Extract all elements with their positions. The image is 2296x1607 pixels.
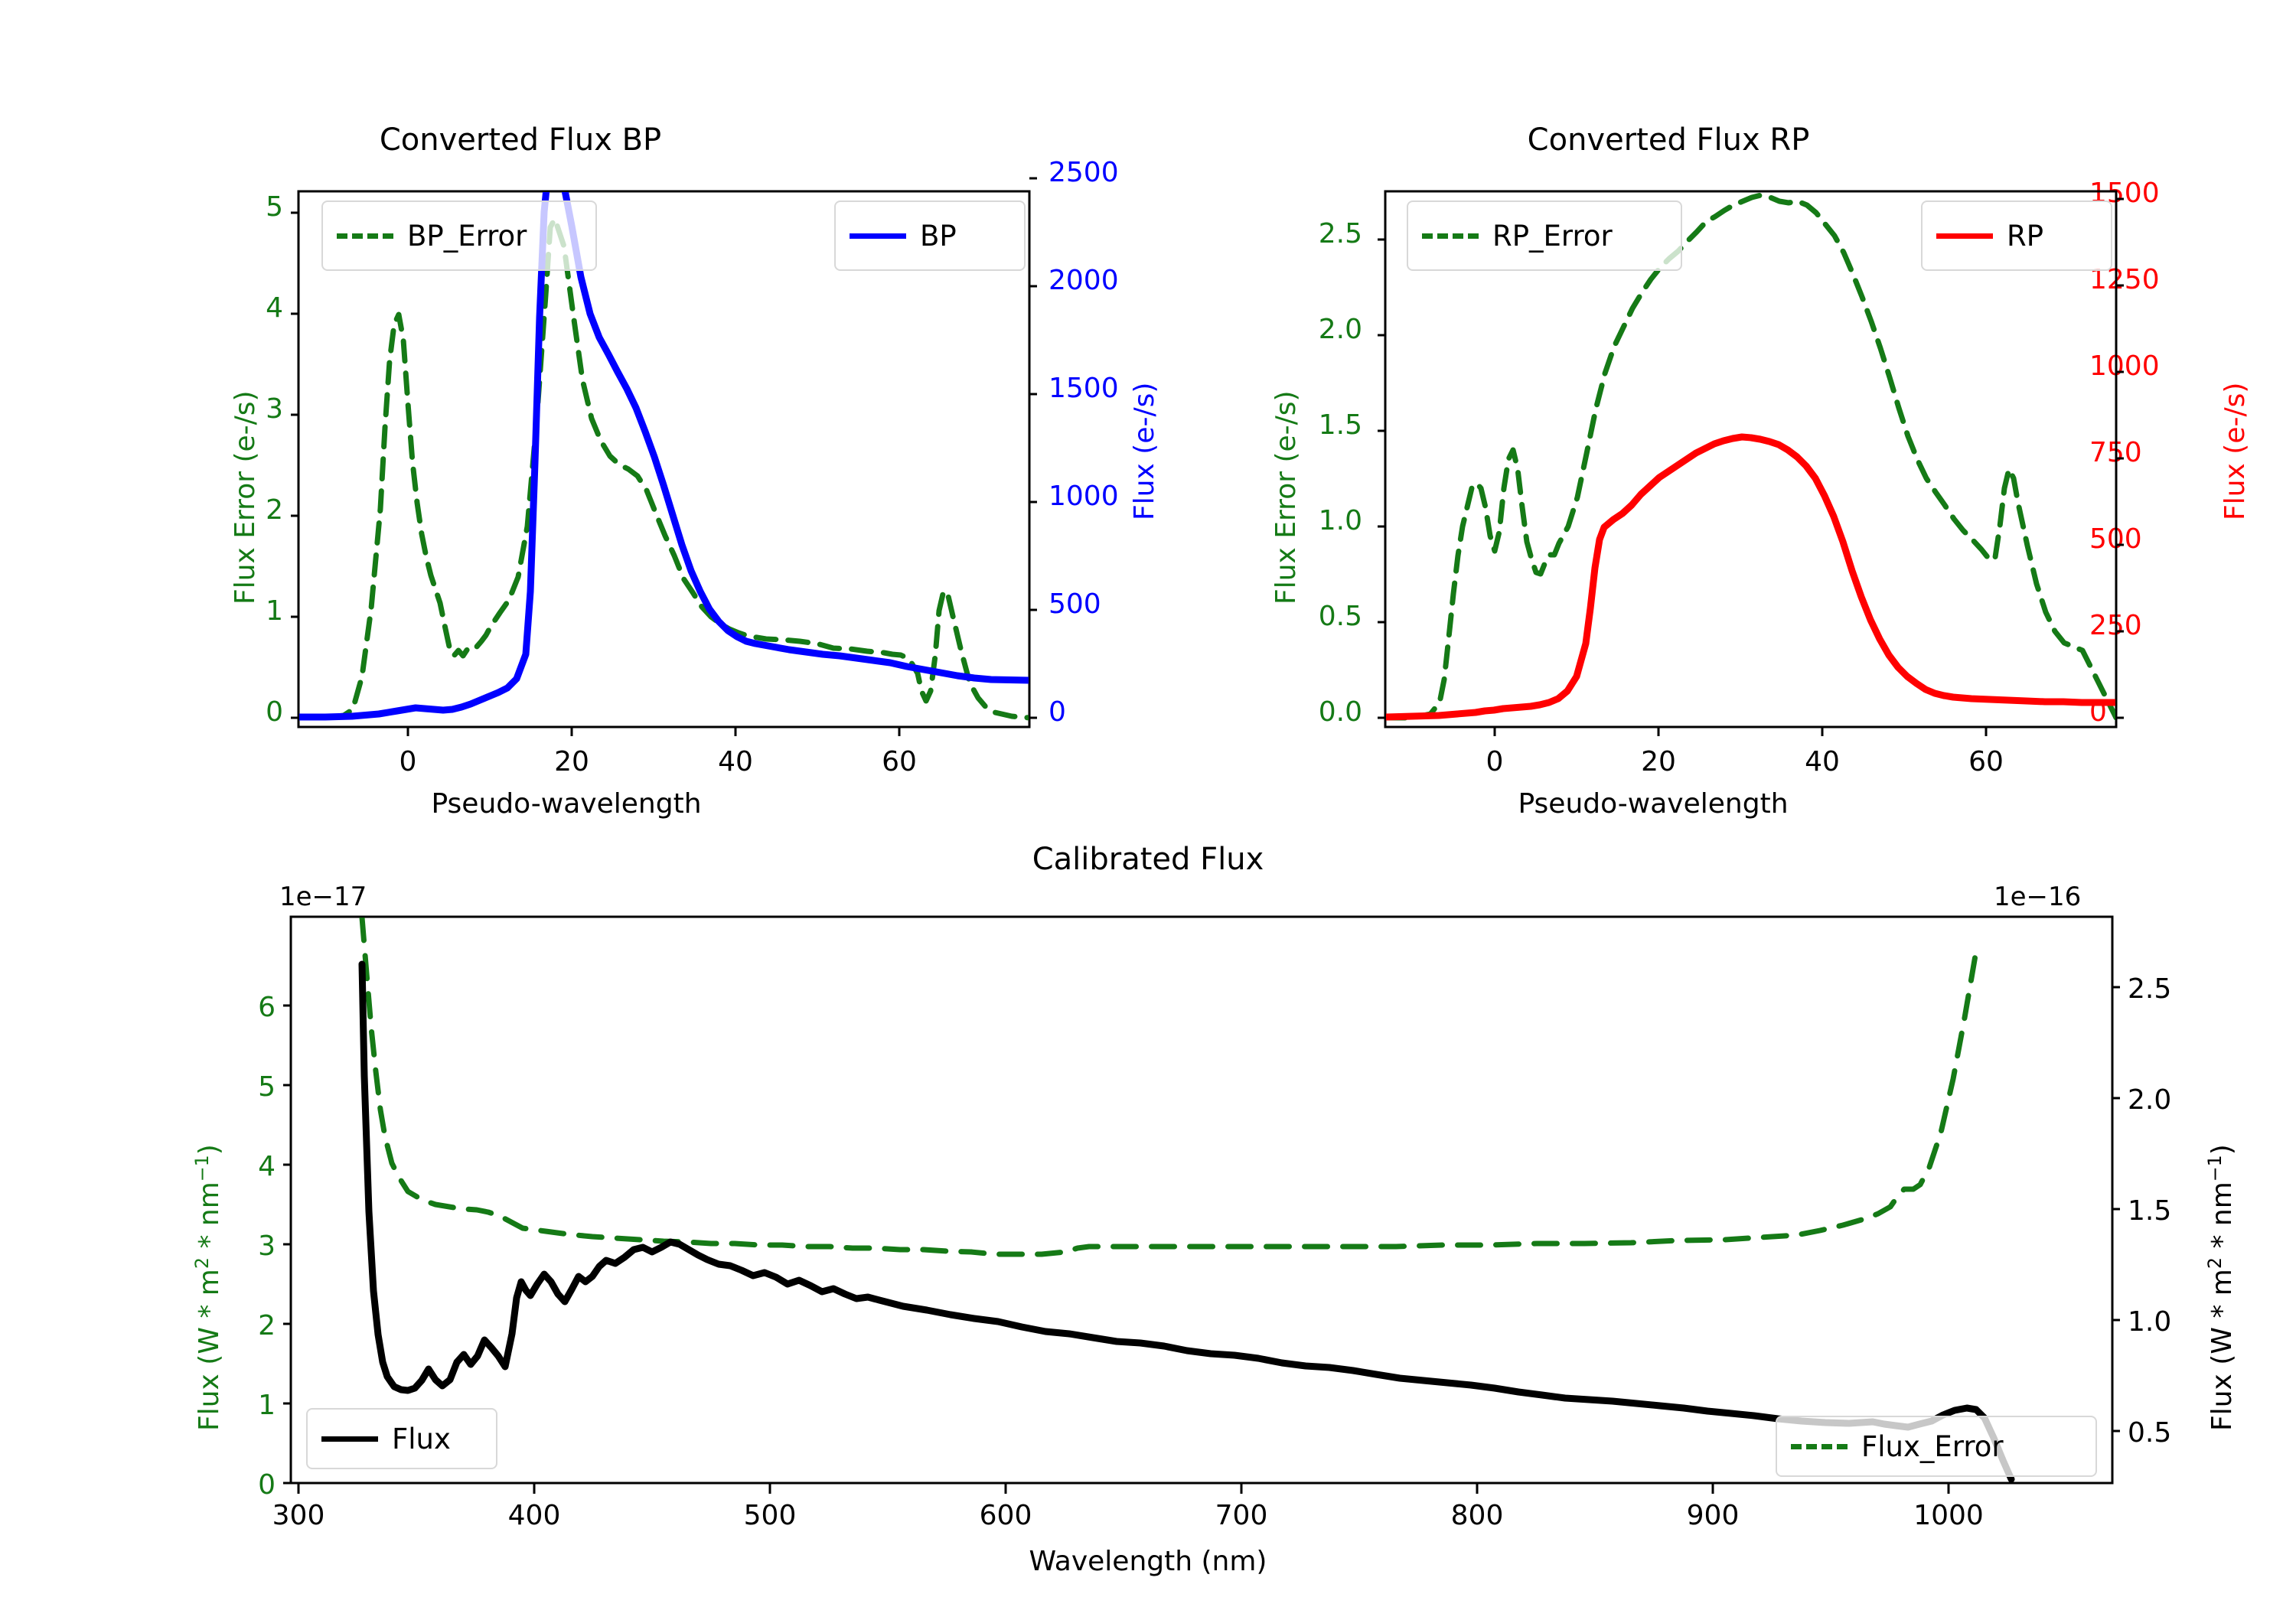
calibrated-flux-legend-swatch (321, 1436, 378, 1442)
bp-error-legend-swatch (337, 233, 393, 239)
rp-ytick-left-0: 0.0 (1318, 696, 1362, 728)
bp-ytick-left-5: 5 (266, 191, 283, 223)
calibrated-panel-title: Calibrated Flux (1032, 842, 1264, 877)
calibrated-ytick-right-4: 2.5 (2128, 973, 2172, 1005)
calibrated-ytick-right-0: 0.5 (2128, 1417, 2172, 1449)
rp-error-legend-label: RP_Error (1492, 219, 1613, 253)
bp-ytick-right-1: 500 (1049, 588, 1101, 620)
rp-error-legend[interactable]: RP_Error (1407, 200, 1682, 271)
rp-legend-label: RP (2007, 219, 2044, 253)
calibrated-ytick-left-4: 4 (258, 1151, 276, 1182)
bp-ytick-right-2: 1000 (1049, 481, 1119, 512)
calibrated-xtick-4: 700 (1215, 1500, 1268, 1531)
rp-error-curve (1386, 192, 2115, 721)
rp-ytick-left-5: 2.5 (1318, 218, 1362, 249)
bp-panel-title: Converted Flux BP (379, 122, 662, 158)
bp-plot-area (291, 177, 1037, 736)
rp-ytick-right-4: 1000 (2089, 350, 2160, 382)
bp-ytick-right-3: 1500 (1049, 373, 1119, 404)
bp-ytick-left-0: 0 (266, 696, 283, 728)
rp-xtick-1: 20 (1641, 746, 1676, 777)
bp-xtick-3: 60 (882, 746, 917, 777)
bp-ytick-left-4: 4 (266, 292, 283, 324)
bp-xtick-0: 0 (399, 746, 417, 777)
calibrated-xtick-2: 500 (743, 1500, 797, 1531)
calibrated-ytick-left-2: 2 (258, 1310, 276, 1341)
rp-ytick-left-3: 1.5 (1318, 409, 1362, 441)
calibrated-flux-error-curve (359, 918, 1979, 1257)
bp-flux-curve (299, 192, 1029, 721)
bp-xtick-2: 40 (718, 746, 753, 777)
rp-ytick-left-4: 2.0 (1318, 314, 1362, 345)
calibrated-xtick-3: 600 (979, 1500, 1032, 1531)
bp-legend-swatch (850, 233, 906, 239)
rp-xtick-2: 40 (1805, 746, 1840, 777)
calibrated-xtick-0: 300 (272, 1500, 325, 1531)
calibrated-left-exponent: 1e−17 (279, 882, 367, 912)
bp-error-legend-label: BP_Error (407, 219, 527, 253)
rp-error-legend-swatch (1422, 233, 1479, 239)
bp-ytick-left-1: 1 (266, 595, 283, 627)
calibrated-ytick-left-0: 0 (258, 1469, 276, 1501)
panel-converted-flux-bp: Converted Flux BP Flux Error (e-/s) Flux… (0, 0, 1160, 826)
bp-x-axis-label: Pseudo-wavelength (431, 788, 702, 820)
rp-x-axis-label: Pseudo-wavelength (1518, 788, 1789, 820)
bp-ytick-right-5: 2500 (1049, 157, 1119, 188)
rp-legend-swatch (1936, 233, 1993, 239)
calibrated-flux-legend-label: Flux (392, 1422, 451, 1455)
calibrated-ytick-left-1: 1 (258, 1390, 276, 1421)
calibrated-ytick-left-5: 5 (258, 1071, 276, 1103)
calibrated-flux-error-legend-label: Flux_Error (1861, 1429, 2004, 1463)
calibrated-ytick-right-1: 1.0 (2128, 1306, 2172, 1338)
bp-legend[interactable]: BP (834, 200, 1026, 271)
rp-ytick-left-1: 0.5 (1318, 601, 1362, 632)
rp-panel-title: Converted Flux RP (1527, 122, 1810, 158)
bp-error-curve (299, 216, 1029, 721)
calibrated-flux-error-legend[interactable]: Flux_Error (1776, 1416, 2097, 1477)
bp-ytick-right-0: 0 (1049, 696, 1066, 728)
calibrated-x-axis-label: Wavelength (nm) (1029, 1546, 1267, 1577)
calibrated-xtick-1: 400 (507, 1500, 561, 1531)
bp-ytick-right-4: 2000 (1049, 265, 1119, 296)
rp-ytick-left-2: 1.0 (1318, 505, 1362, 536)
calibrated-xtick-6: 900 (1686, 1500, 1740, 1531)
panel-converted-flux-rp: Converted Flux RP Flux Error (e-/s) Flux… (1148, 0, 2296, 826)
panel-calibrated-flux: Calibrated Flux 1e−17 1e−16 Flux (W * m2… (0, 826, 2296, 1607)
calibrated-flux-error-legend-swatch (1791, 1443, 1848, 1449)
calibrated-plot-area (283, 915, 2120, 1494)
calibrated-right-exponent: 1e−16 (1994, 882, 2082, 912)
bp-legend-label: BP (920, 219, 957, 253)
calibrated-flux-curve (358, 960, 2015, 1482)
calibrated-ytick-left-3: 3 (258, 1231, 276, 1262)
rp-flux-curve (1386, 433, 2115, 721)
calibrated-flux-legend[interactable]: Flux (306, 1408, 497, 1469)
bp-ytick-left-2: 2 (266, 494, 283, 526)
bp-error-legend[interactable]: BP_Error (321, 200, 597, 271)
bp-xtick-1: 20 (554, 746, 589, 777)
calibrated-ytick-right-3: 2.0 (2128, 1084, 2172, 1116)
rp-xtick-3: 60 (1968, 746, 2004, 777)
calibrated-xtick-5: 800 (1450, 1500, 1504, 1531)
calibrated-ytick-left-6: 6 (258, 992, 276, 1023)
calibrated-ytick-right-2: 1.5 (2128, 1195, 2172, 1227)
rp-xtick-0: 0 (1486, 746, 1504, 777)
rp-plot-area (1378, 190, 2124, 736)
bp-ytick-left-3: 3 (266, 393, 283, 425)
calibrated-xtick-7: 1000 (1913, 1500, 1984, 1531)
rp-legend[interactable]: RP (1921, 200, 2112, 271)
